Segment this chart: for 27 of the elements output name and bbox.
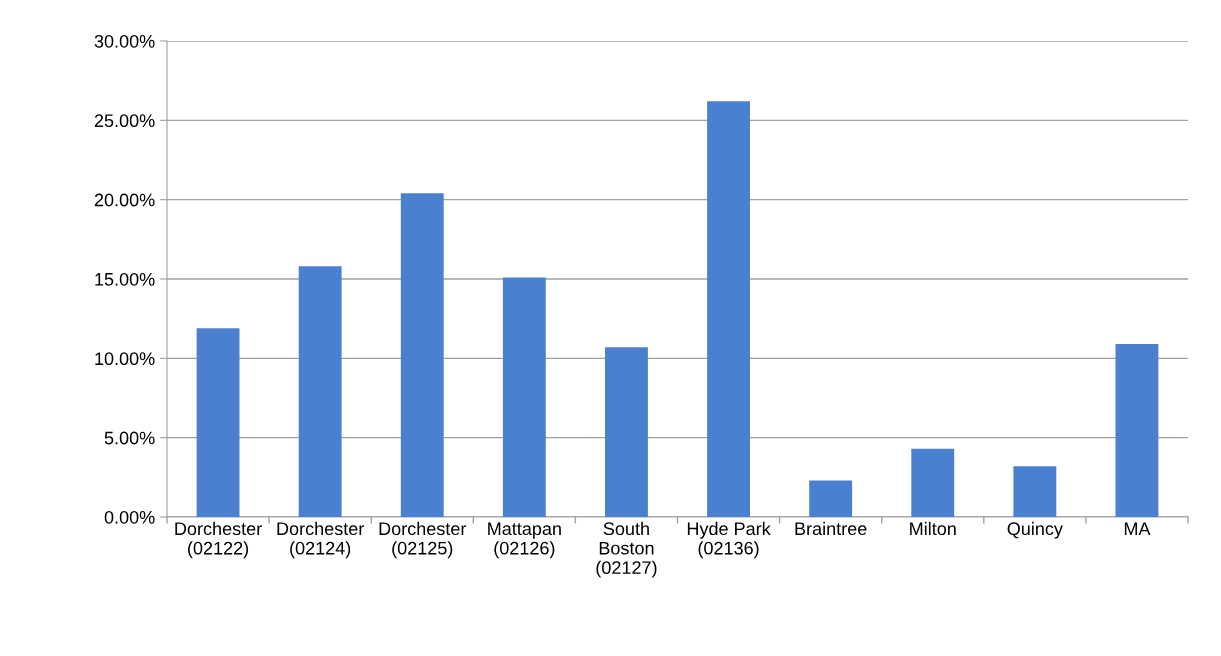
x-tick-label: Dorchester (02122): [175, 521, 262, 559]
y-tick-label: 20.00%: [94, 193, 155, 207]
x-tick-label: Milton: [910, 521, 956, 536]
y-tick-label: 25.00%: [94, 114, 155, 128]
x-tick-label: Quincy: [1007, 521, 1063, 539]
bar: [605, 347, 648, 517]
y-tick-label: 10.00%: [95, 352, 155, 366]
bar: [196, 328, 240, 517]
y-tick-label: 15.00%: [95, 272, 155, 286]
bar: [707, 101, 750, 517]
bar: [1115, 344, 1159, 517]
bar: [298, 266, 342, 517]
y-tick-label: 0.00%: [104, 510, 155, 524]
y-tick-label: 5.00%: [104, 431, 155, 445]
x-tick-label: South Boston (02127): [596, 521, 657, 578]
bar: [400, 193, 444, 517]
x-tick-label: MA: [1124, 522, 1151, 535]
bar: [502, 277, 546, 517]
bar: [809, 480, 853, 517]
x-tick-label: Hyde Park (02136): [687, 521, 771, 559]
x-tick-label: Braintree: [795, 521, 867, 536]
bar: [1013, 466, 1057, 517]
x-tick-label: Mattapan (02126): [488, 522, 561, 559]
y-tick-label: 30.00%: [94, 34, 155, 48]
bar: [911, 448, 955, 517]
x-tick-label: Dorchester (02124): [277, 521, 364, 559]
x-tick-label: Dorchester (02125): [379, 521, 467, 559]
